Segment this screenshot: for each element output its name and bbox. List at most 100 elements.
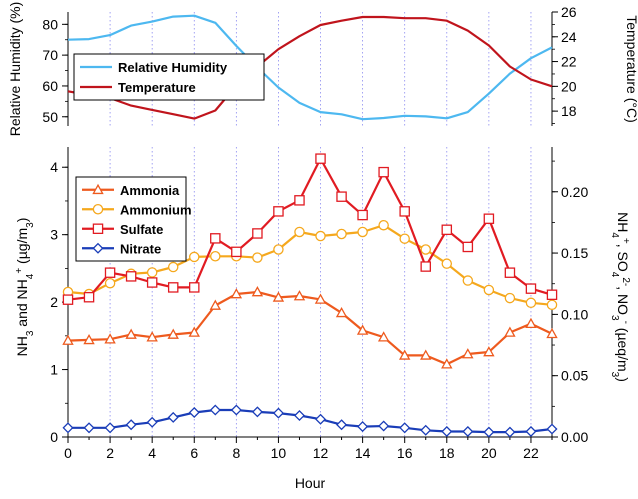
x-tick-label: 4 [148,445,156,461]
x-tick-label: 6 [190,445,198,461]
data-point-ammonium-19 [462,275,474,286]
data-point-sulfate-23 [546,289,558,301]
data-point-sulfate-8 [231,246,242,258]
x-tick-label: 22 [523,445,539,461]
right-tick-label: 24 [561,29,577,45]
data-point-ammonia-9 [251,286,264,297]
data-point-ammonia-16 [398,349,411,360]
right-tick-label: 20 [561,78,577,94]
data-point-sulfate-19 [462,241,474,253]
x-tick-label: 12 [313,445,329,461]
data-point-sulfate-12 [315,153,326,164]
right-axis-label: NH4+, SO42-, NO3- (µeq/m3) [610,212,632,382]
x-axis-label: Hour [295,475,326,491]
data-point-ammonium-17 [420,244,431,255]
legend-marker [92,183,104,195]
data-point-ammonia-12 [314,293,327,304]
data-point-nitrate-8 [230,404,242,416]
data-point-ammonium-15 [378,219,389,231]
x-tick-label: 18 [439,445,455,461]
legend-label-ammonium: Ammonium [120,202,192,217]
data-point-ammonium-13 [336,228,347,240]
x-tick-label: 8 [232,445,240,461]
data-point-sulfate-11 [294,195,305,206]
legend-marker [92,203,104,215]
right-axis-label-part: 4 [610,232,621,238]
x-tick-label: 10 [271,445,287,461]
legend-label-ammonia: Ammonia [120,183,180,198]
data-point-sulfate-10 [273,206,284,217]
data-point-sulfate-2 [104,267,116,278]
data-point-ammonium-11 [294,226,305,238]
data-point-nitrate-13 [336,419,348,431]
data-point-sulfate-18 [441,224,453,236]
data-point-nitrate-2 [104,422,116,434]
legend-box [73,53,265,101]
right-tick-label: 0.05 [561,368,588,384]
x-tick-label: 14 [355,445,371,461]
data-point-nitrate-1 [83,422,95,434]
right-axis-label-part: (µeq/m [615,324,631,372]
left-tick-label: 70 [42,47,58,63]
left-axis-label-part: 4 [25,273,36,279]
right-axis-label-part: + [621,238,632,244]
right-tick-label: 0.15 [561,245,588,261]
left-axis-label-part: + [14,268,25,274]
data-point-ammonium-16 [399,233,410,244]
series-line-temperature [67,15,553,120]
legend-label-temperature: Temperature [118,80,196,95]
data-point-sulfate-6 [189,282,200,293]
left-tick-label: 3 [50,227,58,243]
right-tick-label: 26 [561,4,577,20]
series-line-relative-humidity [67,14,553,121]
right-axis-label-part: 4 [610,272,621,278]
left-tick-label: 60 [42,78,58,94]
data-point-ammonia-10 [272,291,285,302]
data-point-sulfate-9 [252,228,263,239]
right-axis-label-part: , NO [615,286,631,315]
data-point-ammonium-23 [546,299,558,311]
left-axis-label-part: ) [14,218,30,223]
data-point-ammonium-21 [504,292,516,304]
x-tick-label: 16 [397,445,413,461]
left-axis-label-part: (µg/m [14,228,30,268]
data-point-sulfate-15 [378,166,389,178]
data-point-sulfate-1 [83,291,95,303]
legend-marker [92,242,104,254]
data-point-ammonia-14 [356,324,369,335]
data-point-ammonia-17 [420,349,432,360]
data-point-sulfate-13 [336,191,347,202]
left-tick-label: 2 [50,294,58,310]
series-line-ammonia [67,290,553,366]
data-point-nitrate-16 [399,422,411,434]
data-point-nitrate-12 [315,413,327,425]
data-point-nitrate-21 [504,426,516,438]
left-axis-label-part: 3 [25,222,36,228]
data-point-ammonia-18 [441,358,453,369]
data-point-ammonium-2 [104,277,116,289]
data-point-ammonia-4 [146,331,158,342]
data-point-sulfate-21 [504,267,516,278]
right-axis-label-part: - [621,321,632,324]
data-point-sulfate-7 [210,233,221,244]
left-axis-label: NH3 and NH4+ (µg/m3) [14,218,36,357]
left-tick-label: 80 [42,16,58,32]
data-point-ammonium-6 [189,251,200,263]
data-point-sulfate-20 [483,213,495,224]
right-axis-label-part: , SO [615,244,631,272]
legend-marker [92,223,104,234]
data-point-nitrate-22 [525,425,537,438]
data-point-ammonia-20 [483,346,495,357]
left-tick-label: 1 [50,362,58,378]
data-point-ammonia-19 [462,348,474,359]
legend-label-sulfate: Sulfate [120,222,163,237]
data-point-nitrate-3 [125,419,137,431]
data-point-ammonium-4 [146,267,158,278]
data-point-nitrate-19 [462,425,474,438]
right-tick-label: 18 [561,103,577,119]
data-point-sulfate-5 [167,282,179,293]
data-point-sulfate-16 [399,206,410,217]
data-point-ammonia-5 [167,328,179,339]
left-axis-label-part: NH [14,336,30,356]
